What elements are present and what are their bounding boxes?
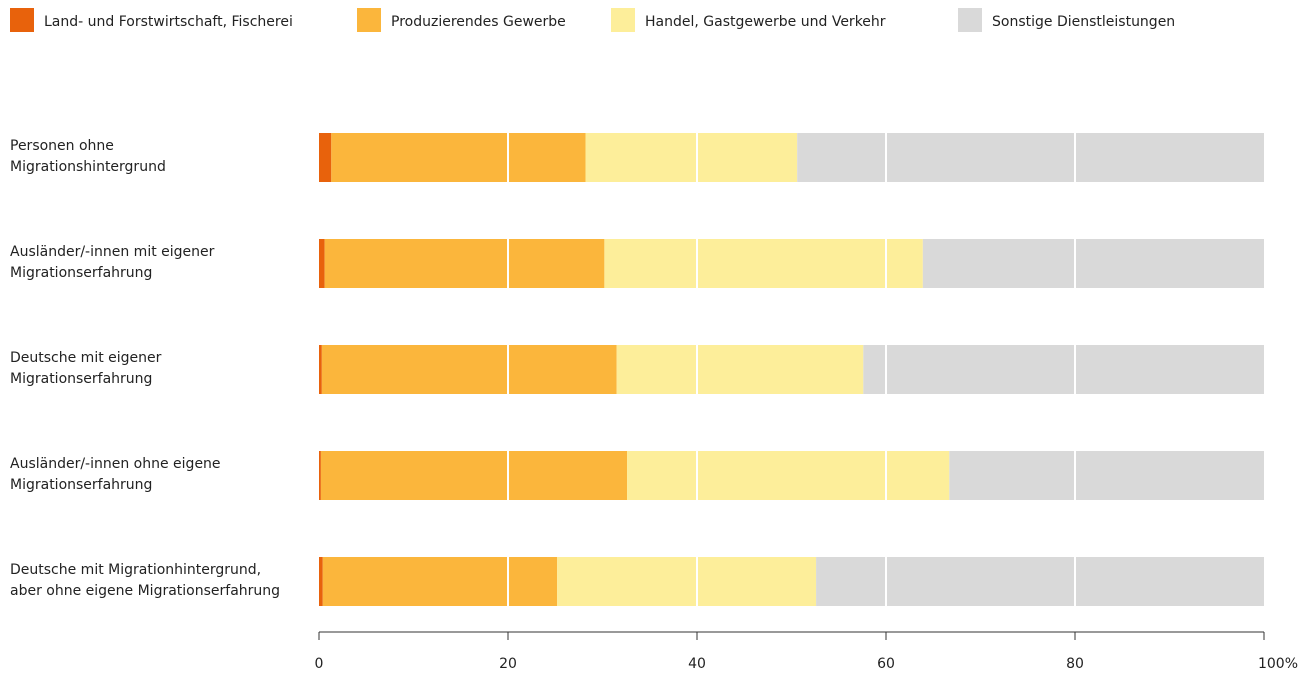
bar-segment-4-0	[319, 557, 323, 606]
category-label-line: Migrationserfahrung	[10, 265, 152, 281]
legend-label-2: Handel, Gastgewerbe und Verkehr	[645, 14, 886, 30]
bar-segment-0-0	[319, 133, 332, 182]
category-label-3: Ausländer/-innen ohne eigene Migrationser…	[10, 456, 221, 493]
bar-segment-2-1	[321, 345, 617, 394]
legend-label-1: Produzierendes Gewerbe	[391, 14, 566, 30]
category-label-line: Ausländer/-innen mit eigener	[10, 244, 215, 260]
x-tick-label-20: 20	[499, 656, 517, 672]
x-tick-label-40: 40	[688, 656, 706, 672]
x-axis: 0 20 40 60 80 100%	[315, 631, 1298, 672]
legend-swatch-1	[357, 8, 381, 32]
legend: Land- und Forstwirtschaft, Fischerei Prod…	[10, 8, 1175, 32]
bar-segment-4-3	[816, 557, 1264, 606]
legend-label-0: Land- und Forstwirtschaft, Fischerei	[44, 14, 293, 30]
category-label-line: Migrationserfahrung	[10, 477, 152, 493]
x-tick-label-100: 100%	[1258, 656, 1298, 672]
x-tick-label-60: 60	[877, 656, 895, 672]
bar-segment-2-3	[863, 345, 1264, 394]
bar-segment-0-1	[331, 133, 586, 182]
bar-segment-3-1	[320, 451, 628, 500]
category-label-line: Personen ohne	[10, 138, 114, 154]
bar-segment-2-0	[319, 345, 322, 394]
category-label-line: Migrationshintergrund	[10, 159, 166, 175]
category-label-line: Ausländer/-innen ohne eigene	[10, 456, 221, 472]
category-label-line: aber ohne eigene Migrationserfahrung	[10, 583, 280, 599]
legend-swatch-0	[10, 8, 34, 32]
category-label-0: Personen ohne Migrationshintergrund	[10, 138, 166, 175]
bar-segment-3-2	[627, 451, 950, 500]
bar-segment-4-2	[557, 557, 817, 606]
category-label-1: Ausländer/-innen mit eigener Migrationser…	[10, 244, 215, 281]
bar-segment-1-1	[324, 239, 605, 288]
category-labels: Personen ohne Migrationshintergrund Auslän…	[10, 138, 280, 599]
bar-segment-1-3	[922, 239, 1264, 288]
bar-segment-2-2	[616, 345, 864, 394]
bar-segment-0-3	[797, 133, 1264, 182]
category-label-line: Deutsche mit eigener	[10, 350, 162, 366]
category-label-line: Migrationserfahrung	[10, 371, 152, 387]
x-tick-label-80: 80	[1066, 656, 1084, 672]
bar-segment-1-2	[604, 239, 923, 288]
bar-segment-3-0	[319, 451, 321, 500]
legend-swatch-3	[958, 8, 982, 32]
legend-swatch-2	[611, 8, 635, 32]
gridlines	[507, 120, 1076, 620]
legend-label-3: Sonstige Dienstleistungen	[992, 14, 1175, 30]
bar-segment-3-3	[949, 451, 1264, 500]
category-label-line: Deutsche mit Migrationhintergrund,	[10, 562, 261, 578]
category-label-2: Deutsche mit eigener Migrationserfahrung	[10, 350, 162, 387]
bar-segment-4-1	[322, 557, 558, 606]
category-label-4: Deutsche mit Migrationhintergrund, aber o…	[10, 562, 280, 599]
bar-segment-1-0	[319, 239, 325, 288]
bars	[319, 133, 1264, 606]
bar-segment-0-2	[585, 133, 798, 182]
x-tick-label-0: 0	[315, 656, 324, 672]
